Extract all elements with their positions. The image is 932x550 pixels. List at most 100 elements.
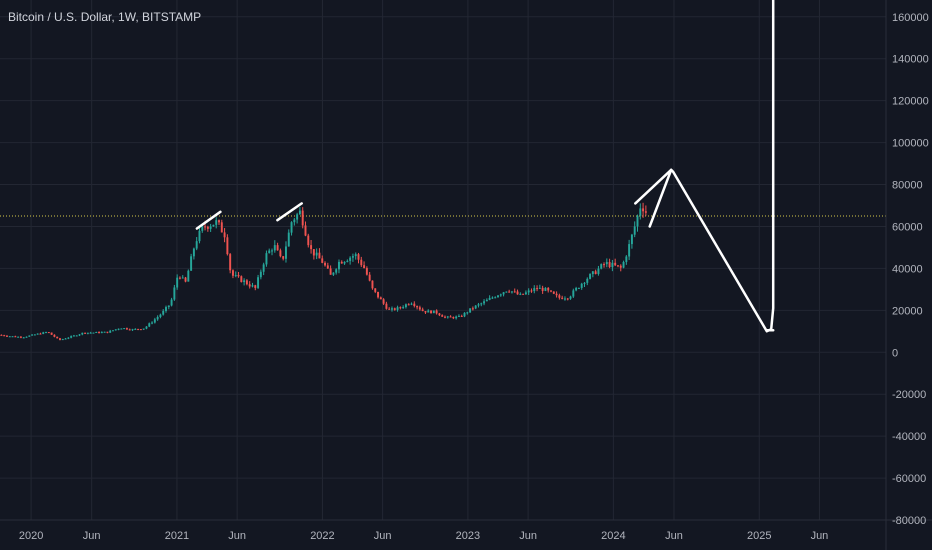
candle-body bbox=[340, 261, 343, 264]
candle-body bbox=[354, 254, 357, 257]
candle-body bbox=[220, 222, 223, 233]
candle-body bbox=[374, 288, 377, 292]
price-tick-label: -40000 bbox=[892, 431, 926, 443]
candle-body bbox=[190, 256, 193, 271]
candle-body bbox=[508, 291, 511, 293]
time-tick-label: 2020 bbox=[19, 530, 43, 542]
candle-body bbox=[151, 322, 154, 324]
candle-body bbox=[416, 306, 419, 308]
candle-body bbox=[39, 333, 42, 335]
candle-body bbox=[346, 260, 349, 262]
time-axis[interactable]: 2020 Jun 2021 Jun 2022 Jun 2023 Jun 2024 Jun 2025 J… bbox=[19, 530, 828, 542]
price-tick-label: 40000 bbox=[892, 263, 923, 275]
candle-body bbox=[519, 293, 522, 295]
candle-body bbox=[312, 249, 315, 256]
candle-body bbox=[42, 332, 45, 334]
candle-body bbox=[586, 278, 589, 283]
candle-body bbox=[497, 295, 499, 298]
candle-body bbox=[385, 303, 388, 309]
candle-body bbox=[605, 262, 608, 265]
candle-body bbox=[112, 330, 114, 332]
candle-body bbox=[633, 226, 636, 235]
grid-lines bbox=[0, 0, 886, 520]
time-tick-label: 2022 bbox=[310, 530, 334, 542]
candle-body bbox=[17, 336, 20, 338]
candle-body bbox=[95, 331, 98, 333]
candle-body bbox=[67, 337, 70, 339]
peak-trendline-2024 bbox=[634, 168, 673, 205]
candle-body bbox=[343, 261, 346, 264]
candle-body bbox=[215, 220, 218, 225]
candle-body bbox=[47, 332, 50, 334]
peak-trendline-2021-autumn bbox=[276, 202, 303, 222]
candle-body bbox=[139, 329, 142, 331]
candle-body bbox=[388, 308, 391, 310]
candle-body bbox=[594, 271, 597, 274]
candle-body bbox=[293, 219, 296, 223]
candle-body bbox=[611, 262, 614, 268]
candle-body bbox=[368, 274, 371, 281]
candle-body bbox=[70, 336, 73, 338]
candle-body bbox=[206, 226, 209, 229]
candles bbox=[0, 202, 647, 341]
candle-body bbox=[310, 245, 313, 250]
candle-body bbox=[457, 315, 460, 317]
candle-body bbox=[379, 297, 382, 300]
candle-body bbox=[173, 287, 176, 300]
candle-body bbox=[591, 271, 594, 275]
candle-body bbox=[25, 336, 28, 338]
price-tick-label: -60000 bbox=[892, 473, 926, 485]
candle-body bbox=[622, 261, 625, 268]
candle-body bbox=[636, 215, 639, 227]
candle-body bbox=[243, 280, 246, 283]
time-tick-label: 2021 bbox=[165, 530, 189, 542]
candle-body bbox=[424, 311, 427, 313]
candle-body bbox=[271, 250, 273, 252]
candle-body bbox=[427, 310, 430, 313]
candle-body bbox=[162, 310, 165, 315]
price-axis[interactable]: 160000 140000 120000 100000 80000 60000 40000 2… bbox=[892, 12, 929, 527]
candle-body bbox=[608, 262, 611, 268]
candle-body bbox=[603, 264, 605, 266]
candle-body bbox=[446, 316, 449, 318]
candle-body bbox=[257, 277, 260, 288]
candle-body bbox=[14, 336, 17, 338]
candle-body bbox=[273, 245, 276, 251]
candle-body bbox=[625, 256, 628, 262]
candle-body bbox=[432, 310, 435, 314]
candle-body bbox=[287, 232, 290, 247]
candle-body bbox=[547, 287, 550, 291]
candle-body bbox=[212, 224, 215, 227]
candle-body bbox=[377, 291, 380, 298]
drawing-annotations bbox=[195, 0, 775, 333]
candle-body bbox=[106, 331, 109, 333]
candle-body bbox=[444, 316, 446, 318]
candle-body bbox=[53, 334, 56, 337]
candle-body bbox=[31, 334, 34, 336]
candle-body bbox=[11, 336, 14, 338]
candle-body bbox=[513, 291, 516, 293]
candle-body bbox=[471, 308, 474, 310]
candle-body bbox=[600, 264, 603, 269]
candle-body bbox=[430, 310, 433, 314]
candle-body bbox=[522, 293, 525, 295]
candle-body bbox=[262, 264, 265, 272]
candle-body bbox=[204, 226, 207, 228]
candle-body bbox=[45, 332, 48, 334]
candle-body bbox=[396, 307, 399, 310]
candle-body bbox=[552, 291, 555, 294]
candle-body bbox=[469, 308, 472, 313]
candle-body bbox=[318, 252, 321, 259]
candle-body bbox=[324, 262, 327, 266]
candle-body bbox=[304, 225, 307, 236]
candle-body bbox=[307, 235, 310, 246]
candle-body bbox=[516, 291, 519, 295]
candle-body bbox=[544, 287, 547, 291]
price-tick-label: 100000 bbox=[892, 138, 929, 150]
candle-body bbox=[170, 299, 173, 306]
candle-body bbox=[351, 256, 354, 258]
candle-body bbox=[153, 319, 156, 323]
candle-body bbox=[524, 292, 527, 295]
candle-body bbox=[240, 276, 243, 283]
